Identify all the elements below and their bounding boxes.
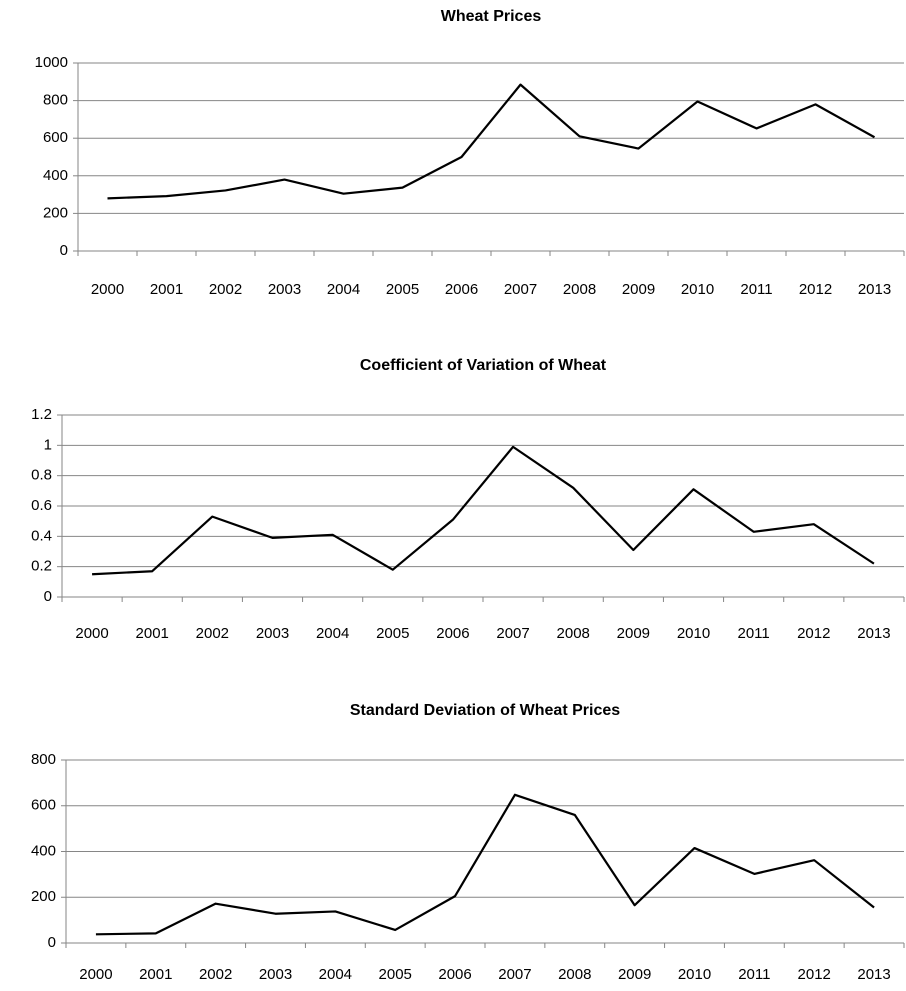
chart-title: Standard Deviation of Wheat Prices [350, 702, 620, 719]
chart-title: Coefficient of Variation of Wheat [360, 357, 607, 374]
x-tick-label: 2003 [259, 966, 292, 983]
x-tick-label: 2003 [256, 625, 289, 642]
x-tick-label: 2006 [438, 966, 471, 983]
y-tick-label: 0 [44, 588, 52, 605]
x-tick-label: 2007 [496, 625, 529, 642]
x-tick-label: 2001 [136, 625, 169, 642]
chart-title: Wheat Prices [441, 8, 542, 25]
x-tick-label: 2008 [557, 625, 590, 642]
x-tick-label: 2008 [563, 281, 596, 298]
x-tick-label: 2001 [139, 966, 172, 983]
x-tick-label: 2010 [678, 966, 711, 983]
x-tick-label: 2000 [75, 625, 108, 642]
y-tick-label: 600 [43, 129, 68, 146]
y-tick-label: 0.6 [31, 497, 52, 514]
x-tick-label: 2007 [504, 281, 537, 298]
y-tick-label: 200 [43, 204, 68, 221]
x-tick-label: 2005 [379, 966, 412, 983]
x-tick-label: 2013 [857, 966, 890, 983]
series-line [92, 445, 875, 576]
y-tick-label: 1000 [35, 54, 68, 71]
x-tick-label: 2000 [79, 966, 112, 983]
x-tick-label: 2012 [797, 625, 830, 642]
y-tick-label: 1 [44, 436, 52, 453]
y-tick-label: 600 [31, 797, 56, 814]
x-tick-label: 2007 [498, 966, 531, 983]
x-tick-label: 2011 [740, 281, 772, 298]
x-tick-label: 2000 [91, 281, 124, 298]
x-tick-label: 2001 [150, 281, 183, 298]
y-tick-label: 0 [48, 934, 56, 951]
x-tick-label: 2002 [199, 966, 232, 983]
x-tick-label: 2003 [268, 281, 301, 298]
x-tick-label: 2008 [558, 966, 591, 983]
x-tick-label: 2013 [857, 625, 890, 642]
y-tick-label: 0.2 [31, 558, 52, 575]
series-line [95, 793, 875, 936]
x-tick-label: 2004 [319, 966, 352, 983]
x-tick-label: 2006 [445, 281, 478, 298]
y-tick-label: 0.4 [31, 527, 52, 544]
x-tick-label: 2002 [209, 281, 242, 298]
x-tick-label: 2009 [618, 966, 651, 983]
y-tick-label: 1.2 [31, 406, 52, 423]
x-tick-label: 2004 [327, 281, 360, 298]
y-tick-label: 400 [43, 167, 68, 184]
y-tick-label: 400 [31, 842, 56, 859]
x-tick-label: 2006 [436, 625, 469, 642]
y-tick-label: 800 [31, 751, 56, 768]
x-tick-label: 2002 [196, 625, 229, 642]
y-tick-label: 800 [43, 92, 68, 109]
x-tick-label: 2010 [677, 625, 710, 642]
x-tick-label: 2010 [681, 281, 714, 298]
y-tick-label: 0 [60, 242, 68, 259]
x-tick-label: 2011 [738, 625, 770, 642]
x-tick-label: 2009 [622, 281, 655, 298]
x-tick-label: 2009 [617, 625, 650, 642]
x-tick-label: 2013 [858, 281, 891, 298]
x-tick-label: 2005 [386, 281, 419, 298]
y-tick-label: 0.8 [31, 467, 52, 484]
x-tick-label: 2004 [316, 625, 349, 642]
x-tick-label: 2012 [799, 281, 832, 298]
x-tick-label: 2012 [798, 966, 831, 983]
x-tick-label: 2005 [376, 625, 409, 642]
series-line [107, 83, 876, 200]
y-tick-label: 200 [31, 888, 56, 905]
x-tick-label: 2011 [738, 966, 770, 983]
